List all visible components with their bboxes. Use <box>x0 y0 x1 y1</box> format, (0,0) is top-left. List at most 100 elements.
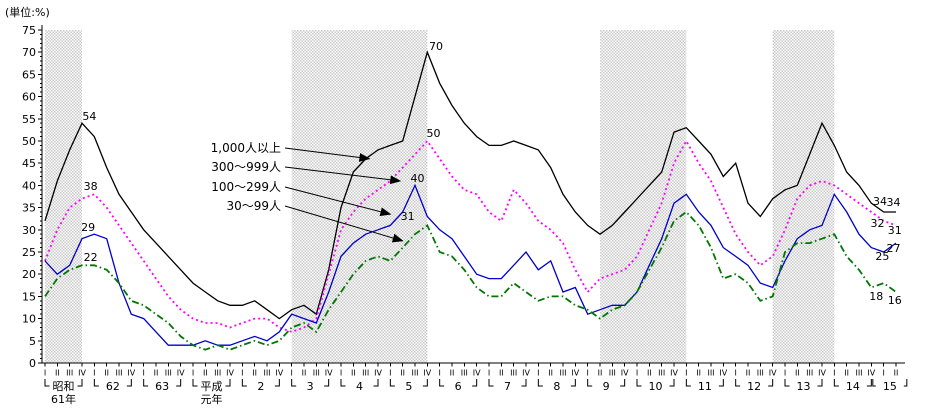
svg-text:62: 62 <box>106 380 120 393</box>
svg-text:54: 54 <box>82 110 96 123</box>
svg-text:29: 29 <box>81 221 95 234</box>
svg-text:I: I <box>241 369 243 378</box>
svg-text:4: 4 <box>356 380 363 393</box>
recession-bands <box>45 30 835 363</box>
svg-text:10: 10 <box>22 313 36 326</box>
svg-text:34: 34 <box>887 196 901 209</box>
svg-text:III: III <box>362 369 369 378</box>
svg-text:III: III <box>609 369 616 378</box>
svg-text:III: III <box>707 369 714 378</box>
svg-text:IV: IV <box>719 369 727 378</box>
svg-text:63: 63 <box>155 380 169 393</box>
series-line-size-300-999 <box>44 139 897 333</box>
svg-text:II: II <box>154 369 159 378</box>
legend-label: 100〜299人 <box>211 180 281 194</box>
svg-text:III: III <box>313 369 320 378</box>
axes <box>38 25 905 367</box>
svg-text:6: 6 <box>455 380 462 393</box>
svg-text:27: 27 <box>887 242 901 255</box>
svg-text:15: 15 <box>22 290 36 303</box>
svg-text:70: 70 <box>22 46 36 59</box>
svg-text:III: III <box>165 369 172 378</box>
legend-arrow <box>284 186 392 217</box>
svg-text:25: 25 <box>22 246 36 259</box>
svg-text:I: I <box>537 369 539 378</box>
svg-text:II: II <box>203 369 208 378</box>
series-line-size-1000plus <box>44 50 896 320</box>
recession-band <box>600 30 687 363</box>
legend-label: 1,000人以上 <box>211 141 281 155</box>
svg-text:13: 13 <box>797 380 811 393</box>
svg-text:II: II <box>894 369 899 378</box>
unit-label: (単位:%) <box>5 6 50 19</box>
svg-text:40: 40 <box>410 172 424 185</box>
svg-text:III: III <box>263 369 270 378</box>
legend: 1,000人以上 300〜999人 100〜299人 30〜99人 <box>211 141 404 243</box>
svg-text:5: 5 <box>29 335 36 348</box>
svg-text:平成: 平成 <box>201 380 223 393</box>
legend-item: 1,000人以上 <box>211 141 371 162</box>
svg-text:45: 45 <box>22 157 36 170</box>
svg-text:22: 22 <box>84 251 98 264</box>
legend-label: 30〜99人 <box>226 199 281 213</box>
svg-text:IV: IV <box>867 369 875 378</box>
svg-text:II: II <box>104 369 109 378</box>
recession-band <box>291 30 428 363</box>
svg-text:0: 0 <box>29 357 36 370</box>
svg-text:IV: IV <box>769 369 777 378</box>
svg-text:I: I <box>93 369 95 378</box>
svg-text:III: III <box>214 369 221 378</box>
svg-text:IV: IV <box>325 369 333 378</box>
legend-item: 30〜99人 <box>226 199 404 243</box>
svg-text:40: 40 <box>22 179 36 192</box>
svg-text:65: 65 <box>22 68 36 81</box>
svg-text:II: II <box>647 369 652 378</box>
svg-text:IV: IV <box>571 369 579 378</box>
svg-text:I: I <box>586 369 588 378</box>
svg-text:III: III <box>411 369 418 378</box>
svg-text:75: 75 <box>22 24 36 37</box>
svg-text:25: 25 <box>875 250 889 263</box>
svg-text:I: I <box>340 369 342 378</box>
svg-text:I: I <box>389 369 391 378</box>
svg-text:IV: IV <box>818 369 826 378</box>
svg-text:9: 9 <box>603 380 610 393</box>
svg-text:II: II <box>844 369 849 378</box>
svg-text:III: III <box>806 369 813 378</box>
svg-text:III: III <box>855 369 862 378</box>
svg-text:11: 11 <box>698 380 712 393</box>
svg-text:16: 16 <box>888 294 902 307</box>
svg-text:IV: IV <box>522 369 530 378</box>
svg-text:II: II <box>696 369 701 378</box>
svg-text:50: 50 <box>427 127 441 140</box>
svg-text:I: I <box>192 369 194 378</box>
svg-text:I: I <box>833 369 835 378</box>
svg-text:I: I <box>685 369 687 378</box>
svg-text:IV: IV <box>78 369 86 378</box>
svg-text:IV: IV <box>226 369 234 378</box>
y-axis-labels: 0 5 10 15 20 25 30 35 40 45 50 55 60 65 70 75 <box>22 24 36 370</box>
svg-text:18: 18 <box>869 290 883 303</box>
svg-text:31: 31 <box>401 210 415 223</box>
svg-text:IV: IV <box>275 369 283 378</box>
svg-text:38: 38 <box>84 180 98 193</box>
svg-text:II: II <box>450 369 455 378</box>
svg-text:III: III <box>461 369 468 378</box>
svg-text:III: III <box>510 369 517 378</box>
svg-text:I: I <box>734 369 736 378</box>
svg-text:31: 31 <box>888 224 902 237</box>
svg-text:12: 12 <box>747 380 761 393</box>
legend-arrow <box>284 166 402 185</box>
svg-text:III: III <box>66 369 73 378</box>
svg-text:III: III <box>658 369 665 378</box>
svg-text:5: 5 <box>405 380 412 393</box>
svg-text:20: 20 <box>22 268 36 281</box>
svg-text:II: II <box>548 369 553 378</box>
svg-text:7: 7 <box>504 380 511 393</box>
legend-arrow <box>284 205 404 243</box>
series-line-size-100-299 <box>44 183 897 346</box>
svg-text:II: II <box>795 369 800 378</box>
